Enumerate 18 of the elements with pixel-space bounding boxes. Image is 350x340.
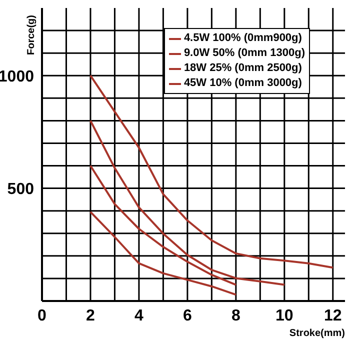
line-series — [89, 120, 286, 286]
y-axis-title: Force(g) — [26, 15, 38, 55]
line-series — [89, 164, 237, 286]
y-tick-label: 500 — [7, 180, 34, 198]
x-axis-title: Stroke(mm) — [289, 328, 345, 339]
legend-label: 9.0W 50% (0mm 1300g) — [184, 46, 305, 61]
legend-label: 4.5W 100% (0mm900g) — [184, 31, 302, 46]
x-tick-label: 4 — [134, 307, 144, 324]
x-tick-label: 2 — [86, 307, 96, 324]
line-series — [89, 210, 237, 296]
x-tick-label: 10 — [276, 307, 294, 324]
legend-label: 18W 25% (0mm 2500g) — [184, 61, 302, 76]
x-tick-label: 8 — [231, 307, 240, 324]
x-tick-label: 6 — [182, 307, 192, 324]
x-tick-label: 0 — [38, 307, 47, 324]
x-tick-label: 12 — [324, 307, 342, 324]
legend-label: 45W 10% (0mm 3000g) — [184, 76, 302, 91]
line-series — [89, 74, 334, 269]
